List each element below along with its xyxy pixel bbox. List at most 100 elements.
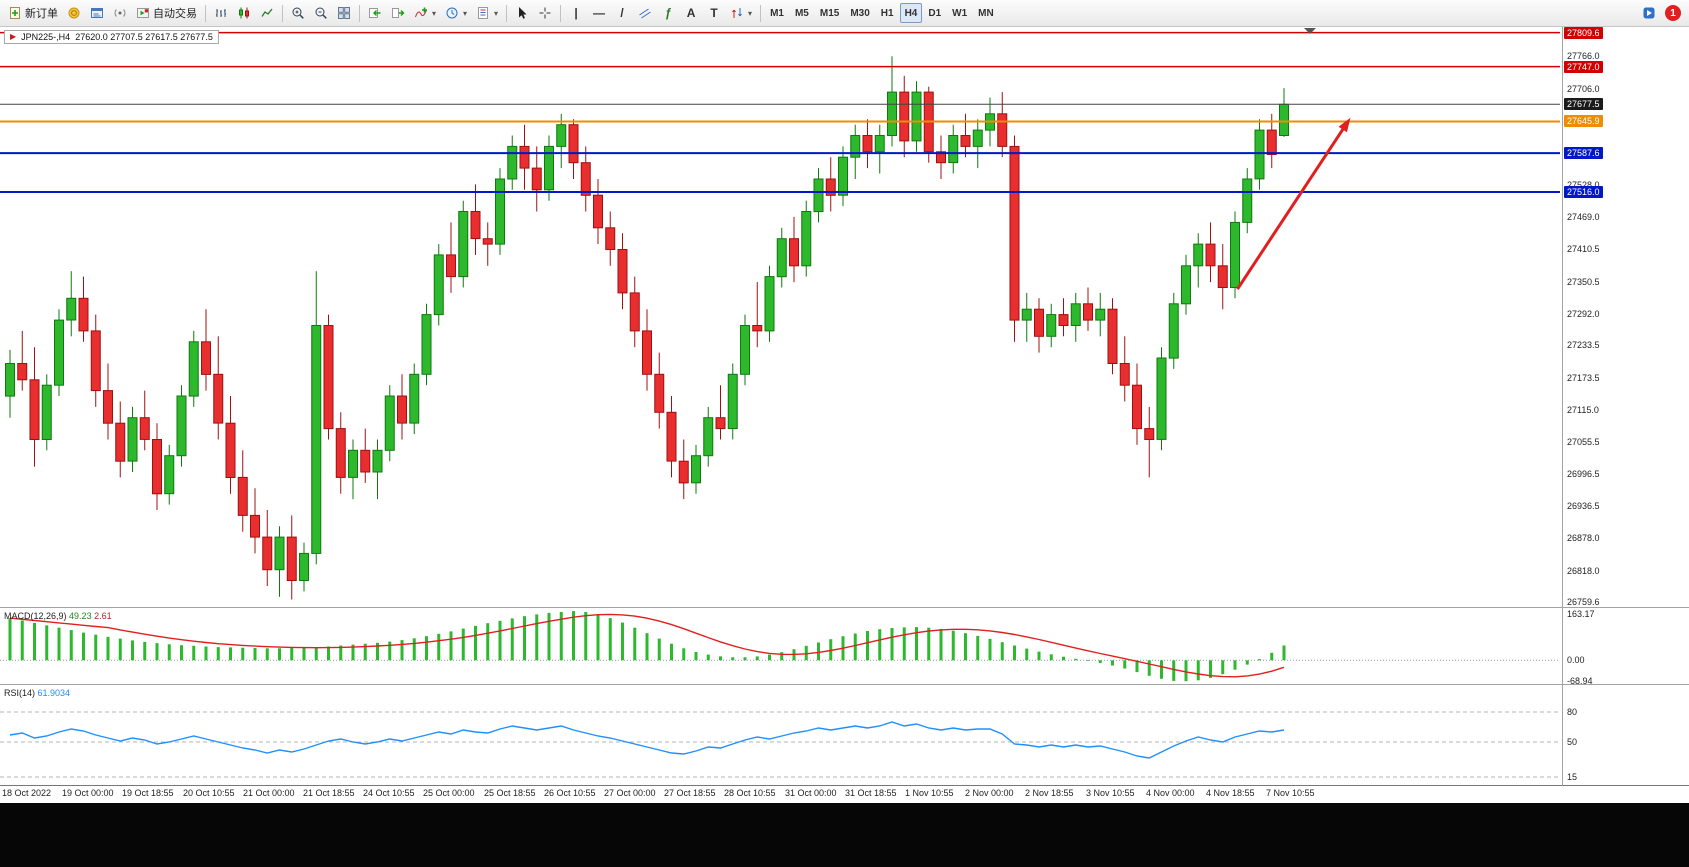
horizontal-line-button[interactable]: — — [588, 2, 610, 24]
date-axis[interactable]: 18 Oct 2022 19 Oct 00:00 19 Oct 18:55 20 Oc… — [0, 786, 1689, 803]
line-chart-button[interactable] — [256, 2, 278, 24]
timeframe-h1[interactable]: H1 — [876, 3, 899, 23]
macd-axis-tick: 0.00 — [1567, 655, 1585, 665]
date-label: 18 Oct 2022 — [2, 788, 52, 798]
price-tick: 27173.5 — [1567, 373, 1600, 383]
trendline-button[interactable]: / — [611, 2, 633, 24]
date-label: 31 Oct 00:00 — [785, 788, 837, 798]
templates-button[interactable]: ▾ — [472, 2, 502, 24]
cursor-icon — [519, 7, 527, 19]
bar-chart-button[interactable] — [210, 2, 232, 24]
price-axis[interactable]: 27766.0 27706.0 27528.0 27469.0 27410.5 27350… — [1563, 0, 1689, 803]
timeframe-m30[interactable]: M30 — [845, 3, 874, 23]
dropdown-arrow-icon: ▾ — [748, 8, 753, 18]
rsi-axis-tick: 80 — [1567, 707, 1578, 717]
text-button[interactable]: A — [680, 2, 702, 24]
panel-divider[interactable] — [0, 684, 1689, 685]
macd-label: MACD(12,26,9) 49.23 2.61 — [4, 611, 112, 621]
macd-panel[interactable] — [0, 609, 1689, 683]
vertical-line-button[interactable]: | — [565, 2, 587, 24]
timeframe-m1[interactable]: M1 — [765, 3, 789, 23]
trendline-icon: / — [620, 6, 624, 20]
date-label: 2 Nov 18:55 — [1025, 788, 1074, 798]
date-label: 7 Nov 10:55 — [1266, 788, 1315, 798]
candlestick-chart-button[interactable] — [233, 2, 255, 24]
price-tick: 27706.0 — [1567, 84, 1600, 94]
crosshair-button[interactable] — [534, 2, 556, 24]
timeframe-h4[interactable]: H4 — [899, 3, 923, 23]
price-tick: 27055.5 — [1567, 437, 1600, 447]
fibonacci-button[interactable]: ƒ — [657, 2, 679, 24]
arrows-button[interactable]: ▾ — [726, 2, 756, 24]
app-logo-button[interactable] — [1638, 2, 1660, 24]
arrows-icon — [732, 8, 742, 18]
indicators-icon — [415, 7, 427, 18]
cursor-button[interactable] — [511, 2, 533, 24]
main-chart[interactable] — [0, 27, 1689, 607]
rsi-value: 61.9034 — [37, 688, 71, 698]
price-tick: 27469.0 — [1567, 212, 1600, 222]
panel-divider[interactable] — [0, 607, 1689, 608]
separator — [506, 4, 508, 22]
date-label: 28 Oct 10:55 — [724, 788, 776, 798]
date-label: 26 Oct 10:55 — [544, 788, 596, 798]
rsi-axis-tick: 15 — [1567, 772, 1578, 782]
auto-scroll-icon — [369, 8, 381, 18]
date-label: 19 Oct 18:55 — [122, 788, 174, 798]
tile-windows-button[interactable] — [333, 2, 355, 24]
timeframe-m5[interactable]: M5 — [790, 3, 814, 23]
price-tick: 26996.5 — [1567, 469, 1600, 479]
date-label: 21 Oct 00:00 — [243, 788, 295, 798]
date-label: 2 Nov 00:00 — [965, 788, 1014, 798]
auto-trading-label: 自动交易 — [153, 8, 197, 20]
line-chart-icon — [261, 8, 273, 17]
auto-trading-button[interactable]: 自动交易 — [132, 2, 201, 24]
signals-button[interactable] — [109, 2, 131, 24]
bottom-black-bar — [0, 803, 1689, 867]
rsi-panel[interactable] — [0, 686, 1689, 784]
price-tick: 27766.0 — [1567, 51, 1600, 61]
one-click-trading-icon[interactable]: ▶ — [10, 32, 17, 41]
bar-chart-icon — [216, 9, 226, 17]
macd-value-signal: 2.61 — [94, 611, 112, 621]
periods-button[interactable]: ▾ — [441, 2, 471, 24]
timeframe-w1[interactable]: W1 — [947, 3, 972, 23]
zoom-out-icon — [315, 7, 327, 19]
rsi-name: RSI(14) — [4, 688, 36, 698]
price-tag: 27809.6 — [1564, 27, 1603, 39]
notification-badge[interactable]: 1 — [1665, 5, 1681, 21]
dropdown-arrow-icon: ▾ — [463, 8, 468, 18]
chart-ohlc-values: 27620.0 27707.5 27617.5 27677.5 — [75, 32, 213, 42]
text-label-icon: T — [710, 6, 718, 20]
chart-shift-icon — [392, 8, 405, 18]
price-tick: 27350.5 — [1567, 277, 1600, 287]
date-label: 31 Oct 18:55 — [845, 788, 897, 798]
macd-name: MACD(12,26,9) — [4, 611, 67, 621]
channel-icon — [639, 8, 651, 19]
zoom-in-button[interactable] — [287, 2, 309, 24]
price-tick: 26878.0 — [1567, 533, 1600, 543]
timeframe-m15[interactable]: M15 — [815, 3, 844, 23]
new-order-button[interactable]: 新订单 — [4, 2, 62, 24]
price-axis-divider — [1562, 27, 1563, 803]
chart-shift-button[interactable] — [387, 2, 409, 24]
separator — [359, 4, 360, 22]
market-watch-button[interactable] — [86, 2, 108, 24]
separator — [560, 4, 562, 22]
separator — [760, 4, 762, 22]
auto-scroll-button[interactable] — [364, 2, 386, 24]
channel-button[interactable] — [634, 2, 656, 24]
deposit-button[interactable] — [63, 2, 85, 24]
price-tag: 27587.6 — [1564, 147, 1603, 159]
app-logo-icon — [1643, 7, 1655, 19]
dropdown-arrow-icon: ▾ — [494, 8, 499, 18]
timeframe-mn[interactable]: MN — [973, 3, 999, 23]
market-watch-icon — [91, 8, 103, 18]
date-label: 20 Oct 10:55 — [183, 788, 235, 798]
coin-icon — [68, 7, 80, 19]
zoom-out-button[interactable] — [310, 2, 332, 24]
indicators-button[interactable]: ▾ — [410, 2, 440, 24]
price-tick: 27410.5 — [1567, 244, 1600, 254]
timeframe-d1[interactable]: D1 — [923, 3, 946, 23]
text-label-button[interactable]: T — [703, 2, 725, 24]
